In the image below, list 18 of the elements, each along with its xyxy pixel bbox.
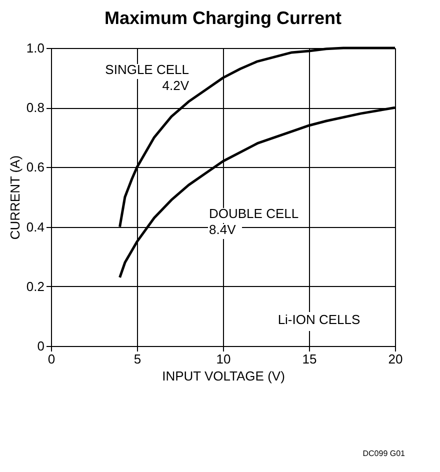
x-tick-label: 10 bbox=[216, 352, 231, 366]
y-tick-label: 0 bbox=[37, 338, 44, 354]
x-axis-title: INPUT VOLTAGE (V) bbox=[162, 368, 285, 384]
y-tick-label: 0.2 bbox=[26, 278, 44, 294]
chart-title: Maximum Charging Current bbox=[104, 8, 342, 28]
x-tick-label: 20 bbox=[388, 352, 403, 366]
series-label: SINGLE CELL 4.2V bbox=[105, 62, 190, 93]
text: DOUBLE CELL 8.4V bbox=[209, 206, 299, 237]
x-tick-label: 0 bbox=[48, 352, 56, 366]
annotation: Li-ION CELLS bbox=[278, 312, 360, 327]
y-tick-label: 0.8 bbox=[26, 100, 44, 116]
y-tick-label: 0.6 bbox=[26, 160, 44, 175]
x-tick-label: 15 bbox=[302, 352, 317, 366]
y-axis-title: CURRENT (A) bbox=[7, 155, 22, 240]
x-tick-label: 5 bbox=[134, 352, 142, 366]
y-tick-label: 1.0 bbox=[26, 40, 44, 56]
text: DC099 G01 bbox=[362, 449, 406, 458]
y-tick-label: 0.4 bbox=[26, 219, 44, 234]
